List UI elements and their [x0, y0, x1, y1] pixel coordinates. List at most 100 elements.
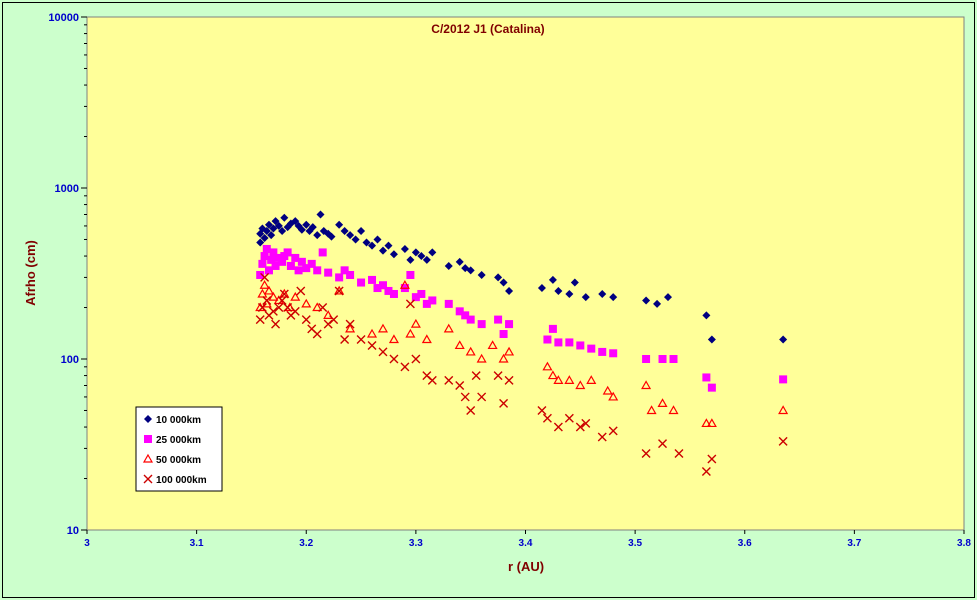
data-point [477, 320, 486, 329]
data-point [271, 261, 280, 270]
data-point [307, 259, 316, 268]
data-point [564, 375, 575, 384]
data-point [454, 340, 465, 350]
data-point [609, 349, 618, 358]
data-point [581, 293, 590, 302]
data-point [537, 405, 547, 415]
data-point [346, 270, 355, 279]
data-point [642, 355, 651, 363]
y-tick-label: 10000 [48, 12, 79, 24]
data-point [294, 266, 303, 275]
data-point [702, 373, 711, 382]
data-point [335, 220, 344, 229]
series-x [255, 272, 788, 476]
data-point [428, 248, 437, 257]
data-point [779, 375, 788, 384]
data-point [260, 272, 270, 282]
data-point [260, 252, 269, 261]
legend-marker [144, 415, 152, 423]
data-point [302, 220, 311, 229]
x-tick-label: 3.2 [299, 538, 313, 549]
data-point [664, 293, 673, 302]
data-point [411, 354, 421, 364]
data-point [286, 261, 295, 270]
data-point [669, 355, 678, 363]
data-point [334, 286, 344, 296]
data-point [498, 353, 509, 363]
data-point [271, 217, 280, 226]
data-point [565, 289, 574, 298]
data-point [542, 413, 552, 423]
data-point [505, 286, 514, 295]
data-point [301, 298, 312, 308]
data-point [297, 225, 306, 234]
data-point [345, 323, 356, 333]
data-point [471, 371, 481, 381]
data-point [296, 286, 306, 296]
data-point [455, 307, 464, 316]
data-point [378, 246, 387, 255]
data-point [406, 270, 415, 279]
data-point [504, 375, 514, 385]
data-point [318, 248, 327, 257]
data-point [427, 375, 437, 385]
data-point [345, 319, 355, 329]
data-point [653, 299, 662, 308]
data-point [701, 418, 712, 428]
data-point [543, 335, 552, 344]
data-point [340, 266, 349, 275]
data-point [257, 303, 267, 313]
data-point [279, 289, 289, 299]
legend: 10 000km 25 000km 50 000km 100 000km [135, 406, 223, 492]
chart-svg: C/2012 J1 (Catalina) Afrho (cm) r (AU) 3… [23, 12, 971, 574]
data-point [400, 244, 409, 253]
data-point [405, 328, 416, 338]
data-point [373, 235, 382, 244]
data-point [267, 231, 276, 240]
data-point [327, 232, 336, 241]
data-point [290, 291, 301, 301]
data-point [575, 380, 586, 390]
data-point [461, 311, 470, 320]
data-point [259, 280, 270, 289]
x-tick-label: 3.1 [190, 538, 204, 549]
data-point [444, 299, 453, 308]
data-point [264, 266, 273, 275]
data-point [389, 289, 398, 298]
data-point [609, 293, 618, 302]
x-tick-label: 3.4 [519, 538, 533, 549]
data-point [421, 334, 432, 344]
data-point [547, 370, 558, 380]
data-point [268, 306, 278, 316]
data-point [537, 284, 546, 293]
data-point [274, 303, 284, 313]
data-point [256, 238, 265, 247]
data-point [262, 295, 272, 305]
series-diamond [256, 210, 788, 344]
data-point [554, 338, 563, 347]
data-point [553, 422, 563, 432]
data-point [329, 315, 339, 325]
data-point [263, 285, 275, 295]
data-point [575, 422, 585, 432]
data-point [505, 320, 514, 329]
data-point [366, 328, 378, 338]
data-point [460, 392, 470, 402]
y-tick-label: 100 [61, 354, 79, 366]
data-point [487, 340, 498, 350]
data-point [400, 362, 410, 372]
y-axis-title: Afrho (cm) [23, 240, 38, 306]
legend-marker [143, 474, 153, 484]
data-point [565, 338, 574, 347]
data-point [378, 281, 387, 290]
data-point [477, 392, 487, 402]
data-point [356, 335, 366, 345]
data-point [499, 278, 508, 287]
data-point [494, 315, 503, 324]
data-point [280, 213, 289, 222]
data-point [291, 217, 300, 226]
data-point [455, 380, 465, 390]
data-point [323, 310, 334, 319]
data-point [455, 257, 464, 266]
data-point [351, 235, 360, 244]
